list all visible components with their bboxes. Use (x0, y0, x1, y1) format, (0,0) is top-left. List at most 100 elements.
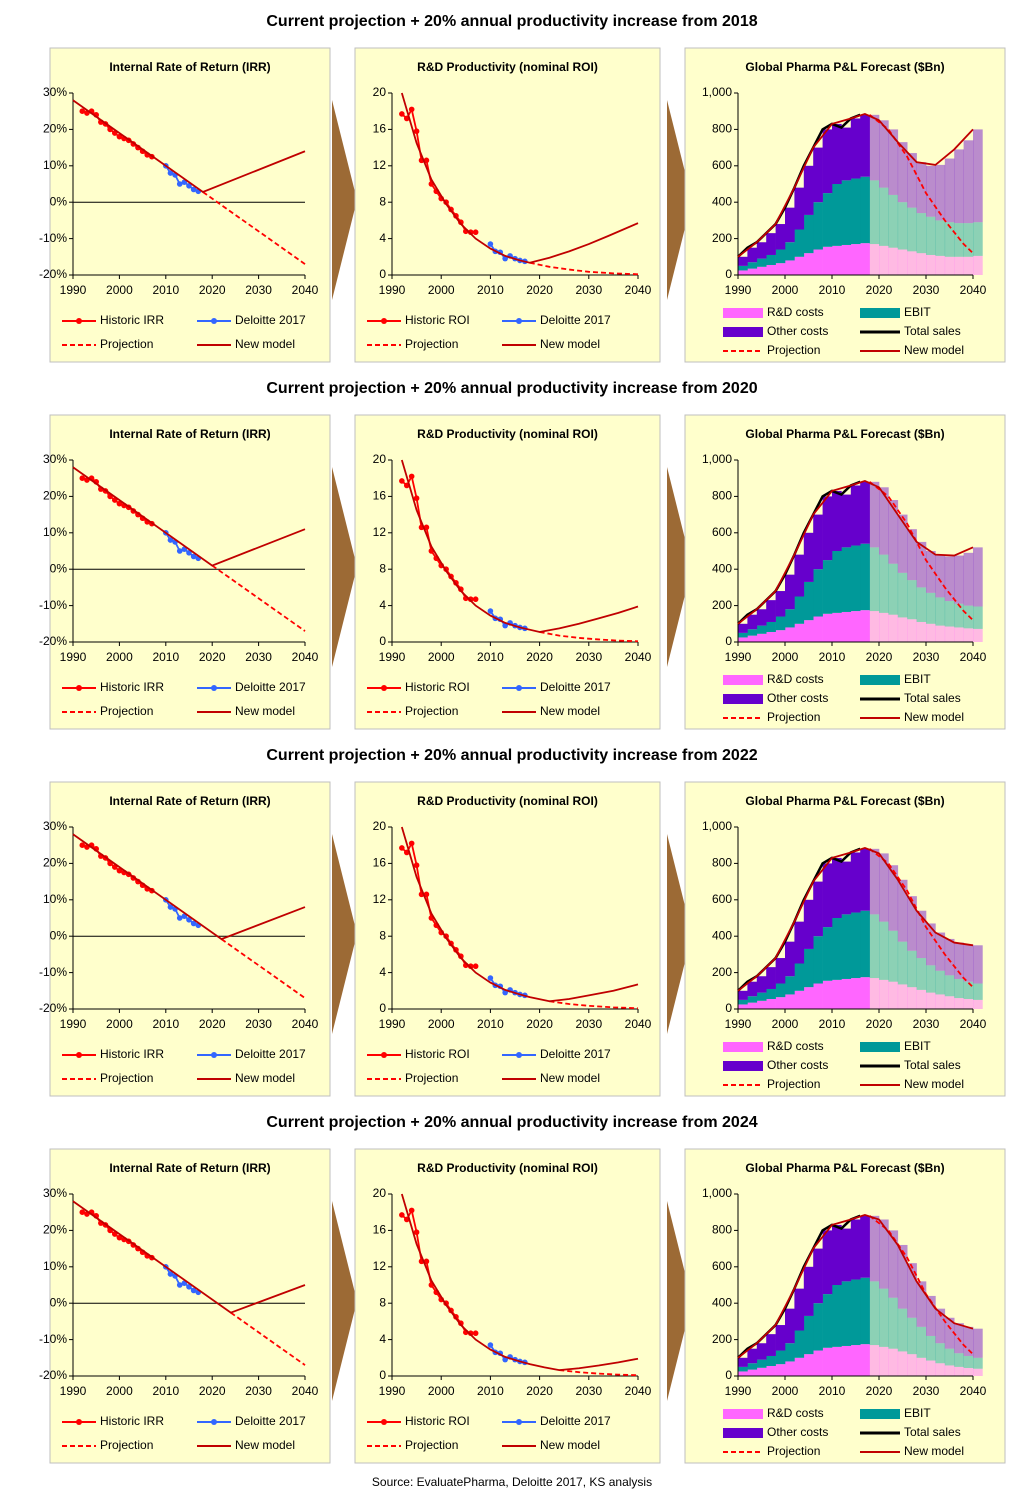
area-segment (756, 625, 767, 634)
area-segment (775, 997, 786, 1009)
x-tick-label: 2040 (960, 283, 987, 297)
area-segment (785, 1308, 795, 1344)
area-segment (832, 1346, 842, 1376)
area-segment (935, 164, 946, 221)
x-tick-label: 2030 (913, 1017, 940, 1031)
area-segment (822, 1347, 833, 1376)
area-segment (869, 978, 880, 1009)
y-tick-label: 0 (379, 267, 386, 281)
area-segment (926, 165, 936, 217)
legend-swatch (723, 1061, 763, 1071)
y-tick-label: 0 (725, 1368, 732, 1382)
area-segment (944, 158, 955, 223)
area-segment (897, 1351, 908, 1376)
row-title: Current projection + 20% annual producti… (266, 1114, 757, 1131)
series-line (72, 99, 306, 194)
series-line (81, 1211, 153, 1259)
area-segment (944, 256, 955, 275)
marker (467, 963, 474, 970)
area-segment (963, 981, 974, 999)
area-segment (916, 958, 927, 990)
legend-label: Projection (100, 1438, 153, 1452)
area-segment (822, 613, 833, 642)
area-segment (926, 965, 936, 993)
area-segment (794, 554, 805, 597)
area-segment (747, 614, 758, 630)
area-segment (850, 1345, 861, 1376)
area-segment (756, 633, 767, 642)
area-segment (785, 1343, 795, 1362)
area-segment (738, 1366, 748, 1372)
chart-title: R&D Productivity (nominal ROI) (417, 427, 598, 441)
area-segment (944, 1365, 955, 1376)
area-segment (944, 222, 955, 257)
y-tick-label: 400 (712, 928, 732, 942)
series-line (559, 1369, 639, 1377)
area-segment (803, 1354, 814, 1376)
area-segment (916, 989, 927, 1009)
legend-label: Other costs (767, 1425, 828, 1439)
legend-label: Deloitte 2017 (540, 1047, 611, 1061)
x-tick-label: 2040 (292, 1017, 319, 1031)
area-segment (832, 123, 842, 184)
y-tick-label: 1,000 (702, 819, 732, 833)
legend-swatch (860, 675, 900, 685)
area-segment (907, 950, 917, 988)
area-segment (850, 912, 861, 979)
area-segment (935, 554, 946, 598)
y-tick-label: -10% (39, 231, 67, 245)
area-segment (869, 914, 880, 979)
area-segment (785, 609, 795, 628)
area-segment (766, 1365, 776, 1376)
area-segment (747, 996, 758, 1003)
area-segment (973, 129, 983, 223)
y-tick-label: 8 (379, 928, 386, 942)
arrow (667, 834, 692, 1034)
area-segment (822, 129, 833, 194)
area-segment (738, 1357, 748, 1367)
legend-label: Deloitte 2017 (235, 313, 306, 327)
chart-title: Global Pharma P&L Forecast ($Bn) (745, 427, 944, 441)
y-tick-label: 10% (43, 1259, 67, 1273)
area-segment (860, 176, 870, 244)
x-tick-label: 1990 (379, 650, 406, 664)
panel (354, 1148, 661, 1464)
legend-label: New model (540, 1438, 600, 1452)
arrow (332, 834, 357, 1034)
y-tick-label: 12 (373, 158, 387, 172)
chart-title: Internal Rate of Return (IRR) (109, 60, 270, 74)
legend-label: New model (235, 1071, 295, 1085)
area-segment (869, 180, 880, 245)
series-line (81, 844, 153, 892)
legend-label: Deloitte 2017 (235, 1414, 306, 1428)
legend-label: Historic IRR (100, 1414, 164, 1428)
legend-marker (381, 1052, 387, 1058)
area-segment (944, 1317, 955, 1349)
x-tick-label: 2030 (913, 283, 940, 297)
legend-label: New model (235, 1438, 295, 1452)
area-segment (935, 932, 946, 971)
area-segment (832, 1285, 842, 1347)
x-tick-label: 2040 (960, 1384, 987, 1398)
source-note: Source: EvaluatePharma, Deloitte 2017, K… (372, 1475, 652, 1489)
y-tick-label: 0 (379, 1368, 386, 1382)
x-tick-label: 2000 (106, 1017, 133, 1031)
x-tick-label: 2000 (106, 283, 133, 297)
y-tick-label: 16 (373, 489, 387, 503)
area-segment (888, 981, 899, 1009)
area-segment (747, 247, 758, 263)
x-tick-label: 1990 (379, 1384, 406, 1398)
area-segment (775, 591, 786, 617)
y-tick-label: 8 (379, 194, 386, 208)
area-segment (747, 635, 758, 642)
area-segment (775, 224, 786, 250)
area-segment (850, 545, 861, 612)
series-line (529, 261, 639, 276)
legend-label: Projection (100, 1071, 153, 1085)
area-segment (756, 266, 767, 275)
area-segment (813, 147, 823, 203)
chart-title: R&D Productivity (nominal ROI) (417, 60, 598, 74)
area-segment (832, 184, 842, 246)
area-segment (963, 628, 974, 642)
